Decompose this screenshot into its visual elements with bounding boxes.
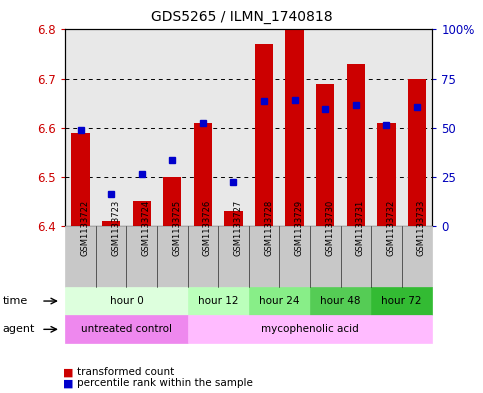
Text: GSM1133722: GSM1133722	[81, 200, 89, 256]
Text: agent: agent	[2, 324, 35, 334]
Text: hour 72: hour 72	[382, 296, 422, 306]
Bar	[132, 201, 151, 226]
Text: GSM1133724: GSM1133724	[142, 200, 151, 256]
Text: time: time	[2, 296, 28, 306]
Text: GSM1133733: GSM1133733	[417, 200, 426, 256]
Text: mycophenolic acid: mycophenolic acid	[261, 324, 359, 334]
Text: ■: ■	[63, 367, 73, 377]
Text: GSM1133726: GSM1133726	[203, 200, 212, 256]
Text: GSM1133730: GSM1133730	[325, 200, 334, 256]
Bar	[347, 64, 365, 226]
Bar	[163, 177, 182, 226]
Bar	[377, 123, 396, 226]
Text: GSM1133727: GSM1133727	[233, 200, 242, 256]
Text: GSM1133725: GSM1133725	[172, 200, 181, 256]
Bar	[408, 79, 426, 226]
Bar	[316, 83, 334, 226]
Text: hour 12: hour 12	[198, 296, 239, 306]
Text: percentile rank within the sample: percentile rank within the sample	[77, 378, 253, 388]
Text: transformed count: transformed count	[77, 367, 174, 377]
Bar	[71, 132, 90, 226]
Text: GSM1133732: GSM1133732	[386, 200, 396, 256]
Text: hour 48: hour 48	[320, 296, 361, 306]
Bar	[224, 211, 242, 226]
Text: ■: ■	[63, 378, 73, 388]
Bar	[255, 44, 273, 226]
Text: hour 0: hour 0	[110, 296, 143, 306]
Text: GSM1133729: GSM1133729	[295, 200, 304, 256]
Text: GSM1133723: GSM1133723	[111, 200, 120, 256]
Bar	[285, 29, 304, 226]
Text: untreated control: untreated control	[81, 324, 172, 334]
Text: GSM1133731: GSM1133731	[356, 200, 365, 256]
Bar	[194, 123, 212, 226]
Text: GSM1133728: GSM1133728	[264, 200, 273, 256]
Bar	[102, 221, 120, 226]
Text: GDS5265 / ILMN_1740818: GDS5265 / ILMN_1740818	[151, 10, 332, 24]
Text: hour 24: hour 24	[259, 296, 299, 306]
